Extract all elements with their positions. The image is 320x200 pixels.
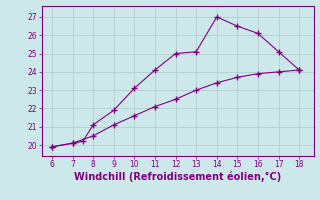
X-axis label: Windchill (Refroidissement éolien,°C): Windchill (Refroidissement éolien,°C) — [74, 172, 281, 182]
